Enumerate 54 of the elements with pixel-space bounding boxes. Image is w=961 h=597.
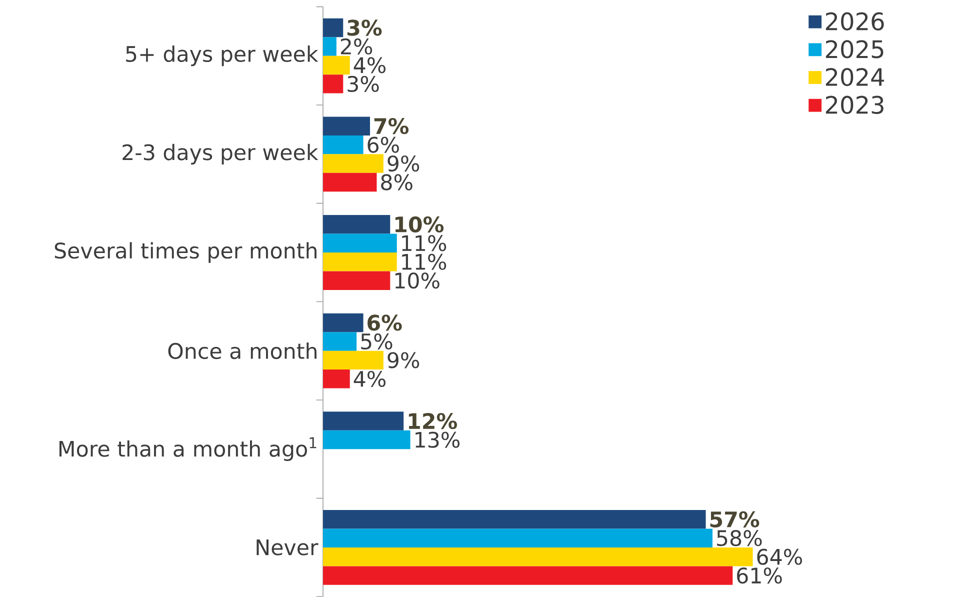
data-label: 6% — [368, 136, 399, 153]
data-label: 3% — [348, 20, 382, 36]
bar — [323, 528, 712, 548]
bar — [323, 37, 336, 56]
data-label: 3% — [348, 76, 379, 92]
bar — [323, 332, 357, 351]
bar — [323, 154, 384, 173]
bar — [323, 18, 344, 38]
bar — [323, 74, 344, 94]
data-label: 4% — [354, 370, 386, 387]
y-tick-label: Once a month — [168, 342, 316, 359]
data-label: 6% — [368, 314, 402, 331]
bar — [323, 350, 384, 370]
y-tick-label: Never — [256, 539, 318, 556]
bar — [323, 172, 377, 192]
data-label: 2% — [340, 38, 372, 54]
data-label: 9% — [388, 155, 420, 172]
bar — [323, 271, 390, 290]
data-label: 5% — [361, 333, 392, 350]
data-label: 10% — [395, 272, 440, 289]
bar — [323, 369, 350, 388]
data-label: 9% — [388, 352, 420, 368]
data-label: 8% — [381, 174, 412, 190]
legend-label: 2023 — [826, 96, 884, 114]
bar — [323, 214, 390, 234]
data-label: 11% — [402, 234, 446, 252]
legend-label: 2025 — [826, 40, 884, 58]
data-label: 7% — [374, 118, 409, 134]
bar — [323, 566, 733, 585]
y-tick-label: More than a month ago$^{1}$ — [59, 437, 316, 461]
data-label: 58% — [717, 530, 762, 546]
data-label: 57% — [710, 511, 760, 528]
y-tick-label: 5+ days per week — [126, 45, 318, 66]
bar — [323, 510, 706, 529]
y-tick-label: Several times per month — [54, 242, 316, 263]
data-label: 61% — [737, 567, 782, 584]
data-label: 11% — [402, 254, 446, 270]
bar — [323, 547, 753, 566]
bar — [323, 313, 364, 332]
bar — [323, 135, 364, 154]
bar — [323, 412, 404, 430]
data-label: 12% — [408, 412, 457, 430]
bar — [323, 234, 397, 252]
legend-label: 2026 — [826, 12, 884, 30]
bar — [323, 430, 410, 450]
bar — [323, 252, 397, 272]
data-label: 10% — [396, 216, 444, 232]
bar — [323, 56, 350, 74]
data-label: 13% — [416, 432, 460, 448]
bar — [323, 116, 370, 136]
data-label: 4% — [354, 57, 386, 74]
data-label: 64% — [757, 548, 802, 565]
y-tick-label: 2-3 days per week — [122, 144, 318, 164]
legend-label: 2024 — [826, 68, 884, 86]
